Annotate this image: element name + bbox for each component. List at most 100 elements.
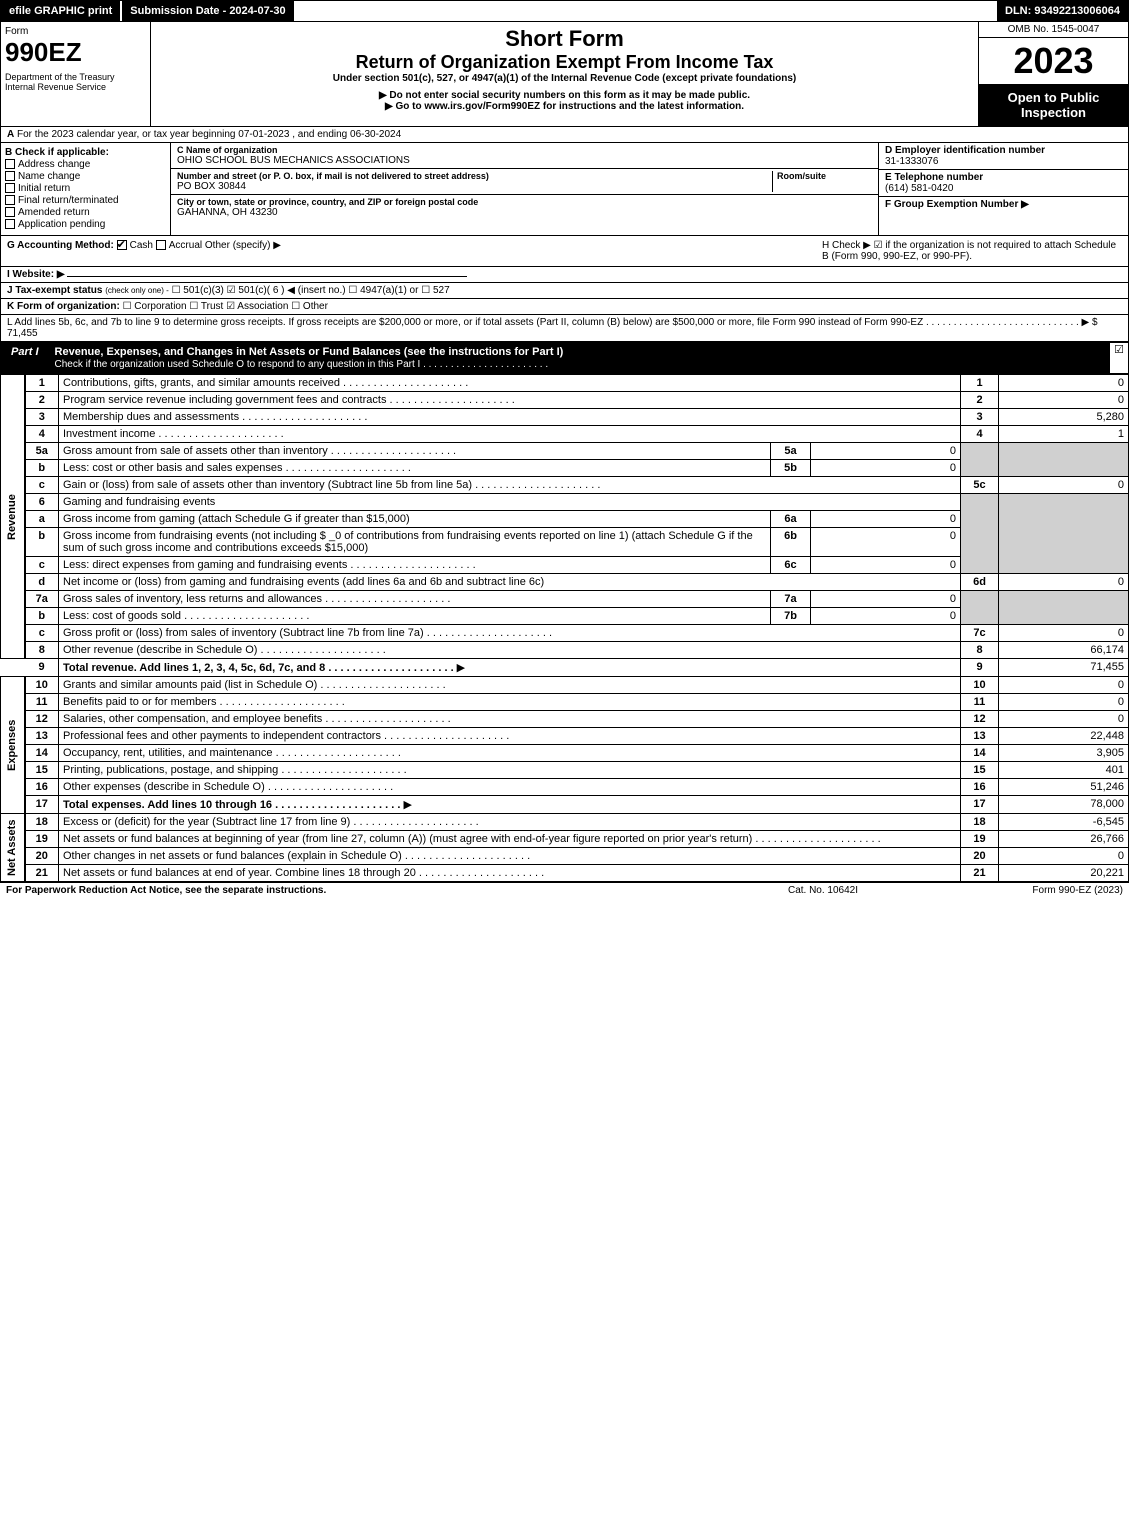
line-3-desc: Membership dues and assessments — [59, 409, 961, 426]
line-12-desc: Salaries, other compensation, and employ… — [59, 711, 961, 728]
line-13-desc: Professional fees and other payments to … — [59, 728, 961, 745]
block-b-to-f: B Check if applicable: Address change Na… — [0, 143, 1129, 236]
org-name: OHIO SCHOOL BUS MECHANICS ASSOCIATIONS — [177, 155, 872, 166]
chk-amended[interactable]: Amended return — [5, 207, 166, 218]
line-5a-desc: Gross amount from sale of assets other t… — [59, 443, 771, 460]
tax-year: 2023 — [979, 38, 1128, 84]
section-j: J Tax-exempt status (check only one) - ☐… — [0, 283, 1129, 299]
line-20-no: 20 — [25, 848, 59, 865]
form-header: Form 990EZ Department of the Treasury In… — [0, 22, 1129, 127]
line-14-desc: Occupancy, rent, utilities, and maintena… — [59, 745, 961, 762]
line-4-val: 1 — [999, 426, 1129, 443]
line-19-desc: Net assets or fund balances at beginning… — [59, 831, 961, 848]
k-opts: ☐ Corporation ☐ Trust ☑ Association ☐ Ot… — [123, 301, 328, 312]
section-gh: G Accounting Method: Cash Accrual Other … — [0, 236, 1129, 267]
line-12-no: 12 — [25, 711, 59, 728]
line-6-grey — [961, 494, 999, 574]
line-21-num: 21 — [961, 865, 999, 882]
line-1-val: 0 — [999, 375, 1129, 392]
section-b-label: B — [5, 147, 12, 158]
line-14-no: 14 — [25, 745, 59, 762]
line-8-num: 8 — [961, 642, 999, 659]
org-street: PO BOX 30844 — [177, 181, 772, 192]
footer-right: Form 990-EZ (2023) — [923, 885, 1123, 896]
line-7a-no: 7a — [25, 591, 59, 608]
line-10-no: 10 — [25, 677, 59, 694]
line-5c-val: 0 — [999, 477, 1129, 494]
line-3-no: 3 — [25, 409, 59, 426]
header-right: OMB No. 1545-0047 2023 Open to Public In… — [978, 22, 1128, 126]
c-street-label: Number and street (or P. O. box, if mail… — [177, 171, 772, 181]
line-5b-desc: Less: cost or other basis and sales expe… — [59, 460, 771, 477]
line-15-no: 15 — [25, 762, 59, 779]
chk-cash[interactable] — [117, 240, 127, 250]
line-6b-sub: 6b — [771, 528, 811, 557]
line-20-val: 0 — [999, 848, 1129, 865]
line-6d-no: d — [25, 574, 59, 591]
j-opts: ☐ 501(c)(3) ☑ 501(c)( 6 ) ◀ (insert no.)… — [172, 285, 450, 296]
line-6b-desc: Gross income from fundraising events (no… — [59, 528, 771, 557]
line-5c-desc: Gain or (loss) from sale of assets other… — [59, 477, 961, 494]
line-21-no: 21 — [25, 865, 59, 882]
line-18-val: -6,545 — [999, 814, 1129, 831]
open-inspection: Open to Public Inspection — [979, 84, 1128, 126]
lines-table: Revenue 1 Contributions, gifts, grants, … — [0, 374, 1129, 882]
part1-subtitle: Check if the organization used Schedule … — [55, 359, 549, 370]
line-2-num: 2 — [961, 392, 999, 409]
i-label: I Website: ▶ — [7, 269, 65, 280]
line-2-no: 2 — [25, 392, 59, 409]
part1-checkbox[interactable]: ☑ — [1110, 343, 1128, 373]
section-k: K Form of organization: ☐ Corporation ☐ … — [0, 299, 1129, 315]
line-14-val: 3,905 — [999, 745, 1129, 762]
line-21-desc: Net assets or fund balances at end of ye… — [59, 865, 961, 882]
section-h: H Check ▶ ☑ if the organization is not r… — [822, 240, 1122, 262]
line-7a-sub: 7a — [771, 591, 811, 608]
line-7c-no: c — [25, 625, 59, 642]
line-15-val: 401 — [999, 762, 1129, 779]
note-link[interactable]: ▶ Go to www.irs.gov/Form990EZ for instru… — [155, 101, 974, 112]
section-c: C Name of organization OHIO SCHOOL BUS M… — [171, 143, 878, 235]
chk-address-change[interactable]: Address change — [5, 159, 166, 170]
line-5a-subval: 0 — [811, 443, 961, 460]
line-7b-sub: 7b — [771, 608, 811, 625]
line-6d-val: 0 — [999, 574, 1129, 591]
form-number: 990EZ — [5, 37, 146, 68]
line-15-desc: Printing, publications, postage, and shi… — [59, 762, 961, 779]
line-17-no: 17 — [25, 796, 59, 814]
line-13-no: 13 — [25, 728, 59, 745]
title-shortform: Short Form — [155, 26, 974, 52]
line-6b-no: b — [25, 528, 59, 557]
phone-value: (614) 581-0420 — [885, 183, 1122, 194]
line-5b-no: b — [25, 460, 59, 477]
line-5c-no: c — [25, 477, 59, 494]
footer-left: For Paperwork Reduction Act Notice, see … — [6, 885, 723, 896]
chk-accrual[interactable] — [156, 240, 166, 250]
j-label: J Tax-exempt status — [7, 285, 102, 296]
chk-pending[interactable]: Application pending — [5, 219, 166, 230]
footer-center: Cat. No. 10642I — [723, 885, 923, 896]
line-14-num: 14 — [961, 745, 999, 762]
website-value — [67, 276, 467, 277]
line-4-desc: Investment income — [59, 426, 961, 443]
section-a-text: For the 2023 calendar year, or tax year … — [17, 129, 401, 140]
line-6c-no: c — [25, 557, 59, 574]
line-9-no: 9 — [25, 659, 59, 677]
part1-bar: Part I Revenue, Expenses, and Changes in… — [0, 342, 1129, 374]
dln: DLN: 93492213006064 — [997, 1, 1128, 21]
line-6a-sub: 6a — [771, 511, 811, 528]
efile-print-button[interactable]: efile GRAPHIC print — [1, 1, 120, 21]
line-17-val: 78,000 — [999, 796, 1129, 814]
chk-final-return[interactable]: Final return/terminated — [5, 195, 166, 206]
line-5ab-greyval — [999, 443, 1129, 477]
line-6-greyval — [999, 494, 1129, 574]
line-18-num: 18 — [961, 814, 999, 831]
line-20-desc: Other changes in net assets or fund bala… — [59, 848, 961, 865]
line-6c-subval: 0 — [811, 557, 961, 574]
line-1-num: 1 — [961, 375, 999, 392]
chk-name-change[interactable]: Name change — [5, 171, 166, 182]
line-6c-sub: 6c — [771, 557, 811, 574]
note-ssn: ▶ Do not enter social security numbers o… — [155, 90, 974, 101]
line-2-desc: Program service revenue including govern… — [59, 392, 961, 409]
c-name-label: C Name of organization — [177, 145, 872, 155]
chk-initial-return[interactable]: Initial return — [5, 183, 166, 194]
